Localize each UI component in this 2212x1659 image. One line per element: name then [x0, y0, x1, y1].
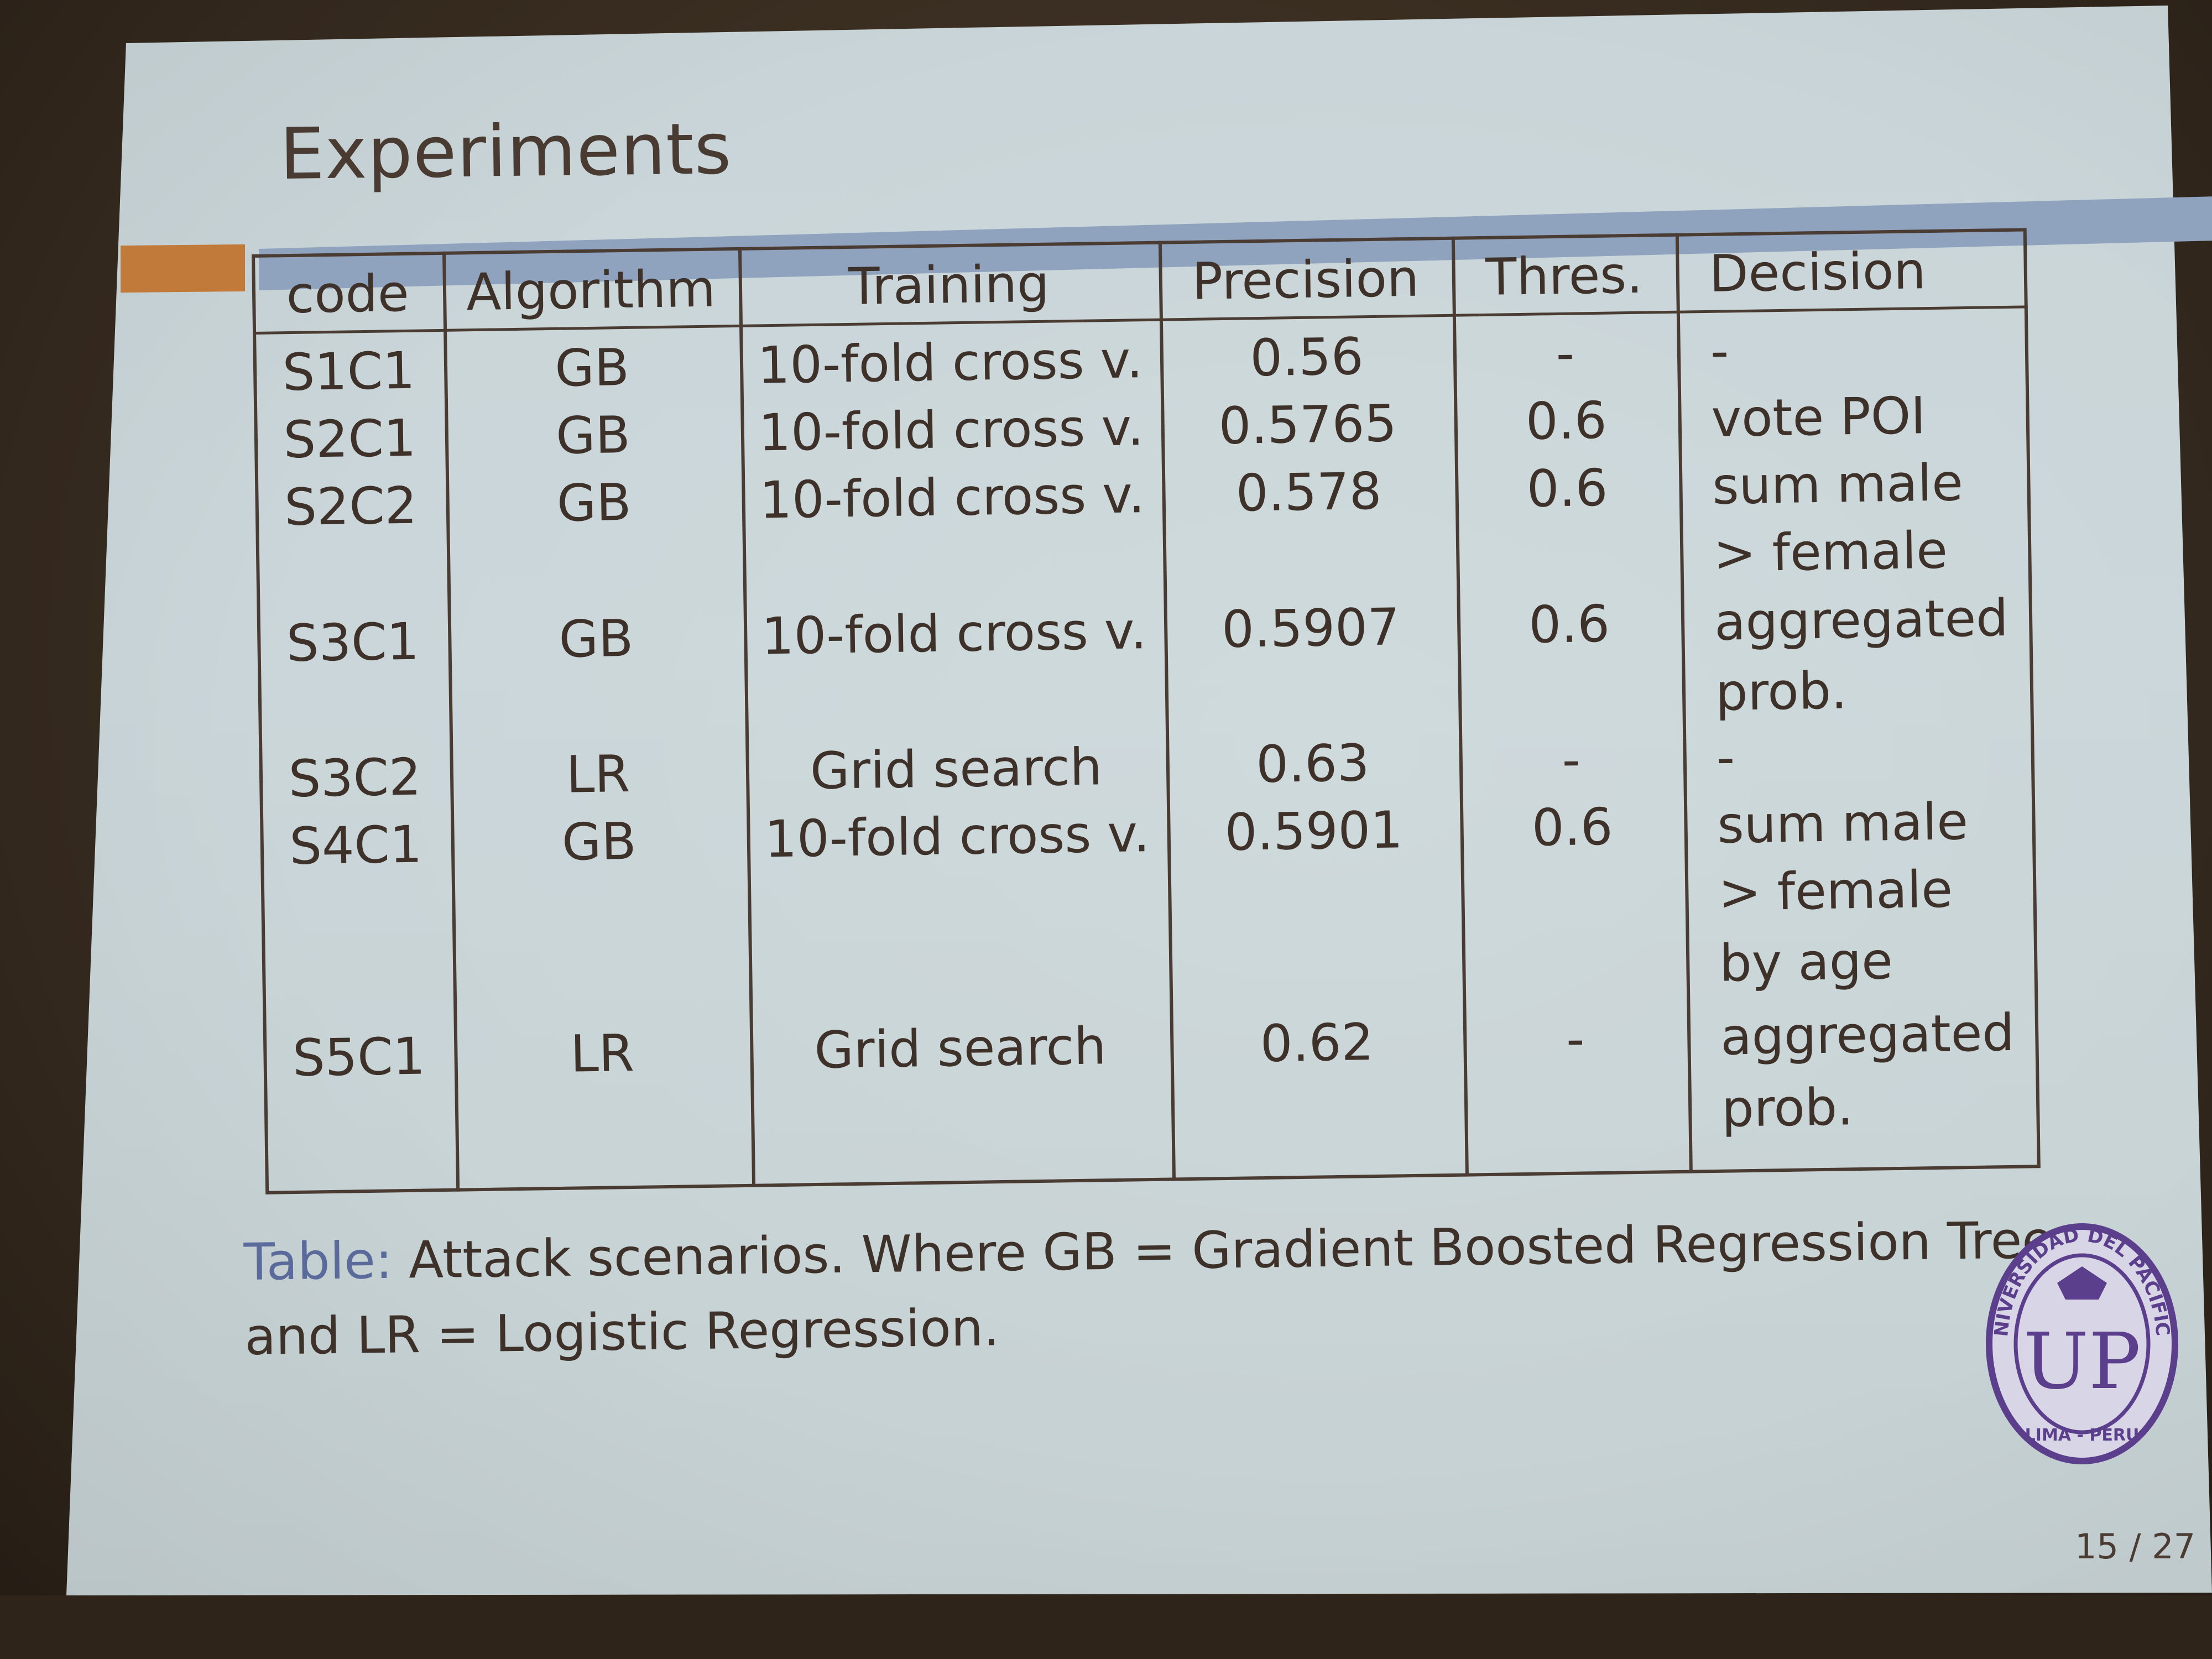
svg-text:UP: UP	[2023, 1317, 2141, 1407]
row-5-thres: -	[1561, 730, 1581, 790]
header-thres: Thres.	[1485, 245, 1644, 307]
row-3-decision-line-2: > female	[1713, 520, 1948, 583]
header-algorithm: Algorithm	[466, 259, 716, 322]
caption-label: Table:	[243, 1230, 393, 1292]
row-6-training: 10-fold cross v.	[764, 804, 1150, 869]
row-3-training: 10-fold cross v.	[759, 465, 1145, 530]
row-2-code: S2C1	[283, 408, 417, 470]
row-4-precision: 0.5907	[1221, 597, 1400, 660]
row-3-decision-line-1: sum male	[1712, 453, 1964, 516]
title-accent-bar	[121, 244, 245, 293]
row-7-thres: -	[1566, 1009, 1585, 1069]
row-4-decision-line-2: prob.	[1715, 661, 1848, 722]
row-1-algorithm: GB	[554, 337, 630, 398]
row-3-algorithm: GB	[556, 472, 632, 533]
caption-line-2: and LR = Logistic Regression.	[244, 1298, 1000, 1366]
row-1-training: 10-fold cross v.	[757, 330, 1144, 395]
wall-below-screen	[0, 1595, 2212, 1659]
scenario-table: code Algorithm Training Precision Thres.…	[252, 228, 2041, 1194]
slide-title: Experiments	[279, 108, 733, 196]
caption-line-1: Attack scenarios. Where GB = Gradient Bo…	[408, 1210, 2080, 1290]
row-2-decision: vote POI	[1710, 386, 1927, 448]
row-3-thres: 0.6	[1526, 458, 1608, 519]
table-caption: Table: Attack scenarios. Where GB = Grad…	[243, 1202, 2125, 1374]
svg-text:LIMA - PERU: LIMA - PERU	[2025, 1426, 2140, 1445]
row-1-precision: 0.56	[1249, 327, 1364, 388]
row-2-precision: 0.5765	[1218, 394, 1397, 456]
row-2-training: 10-fold cross v.	[758, 398, 1144, 463]
row-4-decision-line-1: aggregated	[1714, 588, 2009, 652]
row-6-thres: 0.6	[1531, 797, 1614, 858]
row-7-code: S5C1	[292, 1026, 426, 1088]
row-7-algorithm: LR	[570, 1023, 635, 1084]
row-1-thres: -	[1556, 324, 1575, 384]
row-5-decision: -	[1716, 728, 1735, 787]
row-7-decision-line-1: aggregated	[1720, 1003, 2015, 1067]
row-5-training: Grid search	[810, 737, 1103, 801]
header-decision: Decision	[1709, 241, 1927, 304]
row-6-precision: 0.5901	[1224, 800, 1404, 863]
row-2-algorithm: GB	[555, 405, 631, 466]
row-4-thres: 0.6	[1528, 594, 1610, 655]
row-2-thres: 0.6	[1525, 390, 1608, 451]
row-4-training: 10-fold cross v.	[761, 601, 1147, 666]
header-training: Training	[848, 254, 1050, 316]
header-precision: Precision	[1191, 248, 1420, 311]
university-seal-logo: UNIVERSIDAD DEL PACIFICO LIMA - PERU UP	[1985, 1222, 2178, 1464]
row-5-precision: 0.63	[1255, 733, 1370, 795]
row-4-code: S3C1	[286, 612, 420, 674]
row-5-code: S3C2	[288, 747, 422, 809]
row-6-code: S4C1	[289, 815, 423, 877]
page-number: 15 / 27	[2075, 1526, 2196, 1567]
row-5-algorithm: LR	[566, 744, 630, 805]
row-6-algorithm: GB	[561, 811, 637, 872]
row-6-decision-line-1: sum male	[1717, 792, 1969, 855]
row-3-code: S2C2	[284, 476, 418, 538]
row-6-decision-line-3: by age	[1719, 931, 1893, 993]
row-1-code: S1C1	[282, 341, 416, 403]
row-7-precision: 0.62	[1260, 1013, 1374, 1074]
row-6-decision-line-2: > female	[1718, 859, 1953, 922]
header-code: code	[285, 263, 410, 325]
row-7-decision-line-2: prob.	[1721, 1077, 1854, 1139]
row-7-training: Grid search	[813, 1016, 1107, 1081]
row-4-algorithm: GB	[558, 608, 634, 669]
row-1-decision: -	[1710, 321, 1729, 381]
row-3-precision: 0.578	[1235, 461, 1383, 523]
